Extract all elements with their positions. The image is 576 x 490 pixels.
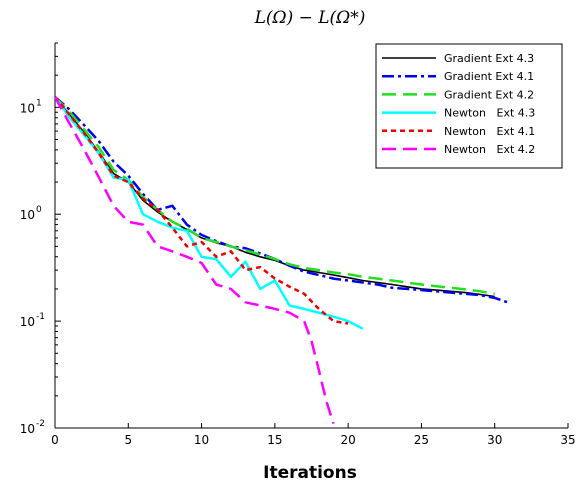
y-tick-label: 10	[20, 208, 35, 222]
legend-label: Gradient Ext 4.3	[444, 52, 534, 65]
legend-label: Newton Ext 4.3	[444, 107, 535, 120]
legend-label: Newton Ext 4.2	[444, 143, 535, 156]
y-tick-exponent: -2	[36, 419, 45, 429]
y-tick-exponent: 0	[36, 205, 42, 215]
y-tick-exponent: -1	[36, 312, 45, 322]
y-tick-base: 10	[20, 208, 35, 222]
x-tick-label: 25	[414, 433, 429, 447]
x-tick-label: 10	[194, 433, 209, 447]
series-line-5	[54, 96, 349, 325]
chart-title: L(Ω) − L(Ω*)	[254, 8, 366, 28]
x-tick-label: 0	[51, 433, 59, 447]
x-tick-label: 15	[267, 433, 282, 447]
y-tick-label: 10	[20, 315, 35, 329]
y-tick-label: 10	[20, 422, 35, 436]
x-axis-label: Iterations	[263, 463, 357, 483]
x-tick-label: 35	[560, 433, 575, 447]
legend-label: Gradient Ext 4.2	[444, 88, 534, 101]
y-tick-base: 10	[20, 101, 35, 115]
y-tick-base: 10	[20, 315, 35, 329]
legend: Gradient Ext 4.3 Gradient Ext 4.1 Gradient…	[375, 43, 563, 169]
series-line-4	[53, 96, 364, 330]
legend-label: Newton Ext 4.1	[444, 125, 535, 138]
y-tick-exponent: 1	[36, 98, 42, 108]
x-tick-label: 5	[124, 433, 132, 447]
series-group	[53, 96, 510, 424]
series-line-6	[53, 96, 335, 424]
legend-label: Gradient Ext 4.1	[444, 70, 534, 83]
x-tick-label: 20	[341, 433, 356, 447]
x-tick-label: 30	[487, 433, 502, 447]
y-tick-label: 10	[20, 101, 35, 115]
legend-box	[375, 43, 563, 169]
y-tick-base: 10	[20, 422, 35, 436]
